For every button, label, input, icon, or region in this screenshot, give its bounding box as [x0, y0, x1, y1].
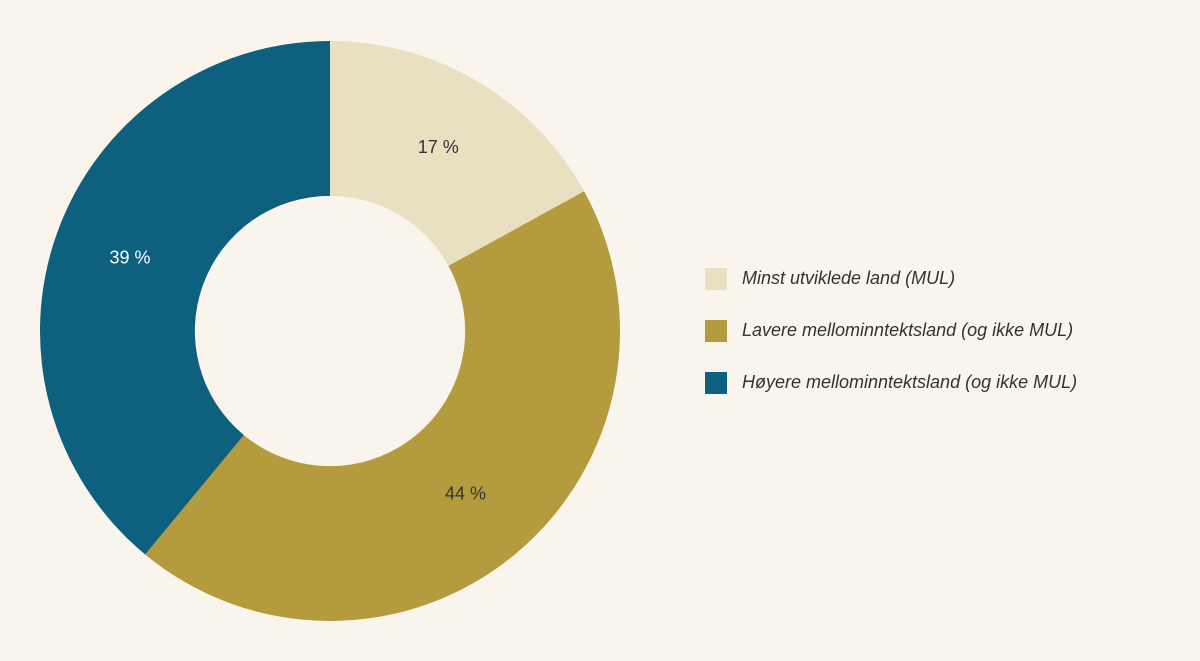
- donut-chart-svg: 17 % 44 % 39 %: [40, 40, 620, 621]
- donut-chart: 17 % 44 % 39 %: [40, 40, 620, 621]
- legend-label-0: Minst utviklede land (MUL): [742, 267, 956, 288]
- slice-value-label-1: 44 %: [445, 483, 486, 503]
- legend-item-0: Minst utviklede land (MUL): [705, 267, 1077, 290]
- slice-value-label-2: 39 %: [109, 247, 150, 267]
- legend-swatch-2: [705, 371, 727, 394]
- donut-slice-0: [330, 40, 585, 266]
- slice-value-label-0: 17 %: [418, 136, 459, 156]
- donut-slice-1: [145, 190, 620, 621]
- legend-item-1: Lavere mellominntektsland (og ikke MUL): [705, 319, 1077, 342]
- legend-label-1: Lavere mellominntektsland (og ikke MUL): [742, 319, 1074, 340]
- legend-swatch-0: [705, 267, 727, 290]
- legend-label-2: Høyere mellominntektsland (og ikke MUL): [742, 371, 1078, 392]
- legend-swatch-1: [705, 319, 727, 342]
- legend-item-2: Høyere mellominntektsland (og ikke MUL): [705, 371, 1078, 394]
- donut-slice-2: [40, 40, 330, 554]
- chart-legend: Minst utviklede land (MUL) Lavere mellom…: [705, 267, 1078, 394]
